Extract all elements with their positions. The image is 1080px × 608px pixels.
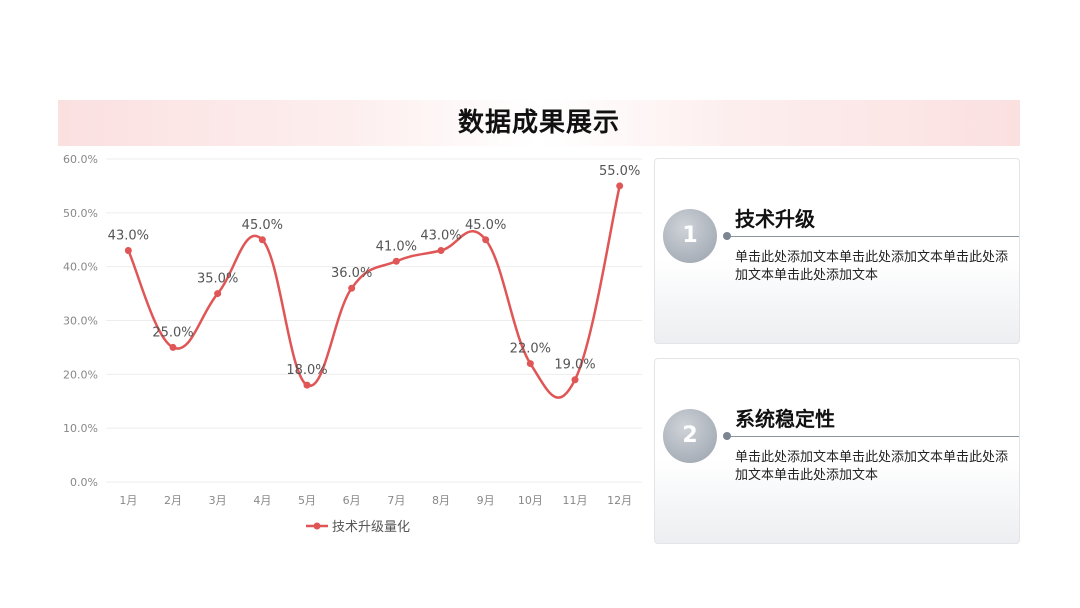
line-chart: 0.0% 10.0% 20.0% 30.0% 40.0% 50.0% 60.0% 1月 2月 3月…: [63, 153, 642, 535]
data-label: 25.0%: [152, 325, 193, 340]
x-tick-label: 8月: [432, 494, 450, 507]
divider-dot: [723, 232, 731, 240]
y-tick-label: 40.0%: [63, 261, 98, 274]
data-label: 43.0%: [108, 229, 149, 244]
y-tick-label: 10.0%: [63, 422, 98, 435]
legend-label: 技术升级量化: [332, 520, 410, 535]
legend-marker: [313, 522, 321, 530]
card-title: 技术升级: [735, 207, 815, 231]
x-tick-label: 6月: [343, 494, 361, 507]
data-point: [348, 284, 356, 292]
data-point: [437, 247, 445, 255]
divider-line: [727, 436, 1019, 437]
y-tick-label: 60.0%: [63, 153, 98, 166]
data-label: 36.0%: [331, 266, 372, 281]
x-tick-label: 5月: [298, 494, 316, 507]
x-tick-label: 12月: [607, 494, 632, 507]
x-tick-label: 10月: [518, 494, 543, 507]
data-label: 45.0%: [242, 218, 283, 233]
data-label: 41.0%: [376, 239, 417, 254]
y-tick-label: 50.0%: [63, 207, 98, 220]
data-point: [392, 257, 400, 265]
data-point: [258, 236, 266, 244]
data-point: [526, 360, 534, 368]
data-label: 19.0%: [554, 358, 595, 373]
y-tick-label: 0.0%: [70, 476, 98, 489]
data-label: 18.0%: [286, 363, 327, 378]
data-label: 35.0%: [197, 272, 238, 287]
data-point: [214, 290, 222, 298]
data-label: 22.0%: [510, 342, 551, 357]
data-label: 55.0%: [599, 164, 640, 179]
data-point: [124, 247, 132, 255]
data-label: 45.0%: [465, 218, 506, 233]
y-tick-label: 30.0%: [63, 315, 98, 328]
data-point: [616, 182, 624, 190]
data-label: 43.0%: [420, 229, 461, 244]
x-tick-label: 1月: [119, 494, 137, 507]
number-badge: 1: [663, 209, 717, 263]
x-tick-label: 3月: [209, 494, 227, 507]
number-badge: 2: [663, 409, 717, 463]
card-title: 系统稳定性: [735, 407, 835, 431]
y-tick-label: 20.0%: [63, 368, 98, 381]
title-banner: 数据成果展示: [58, 100, 1020, 146]
x-tick-label: 7月: [387, 494, 405, 507]
x-tick-label: 11月: [563, 494, 588, 507]
x-tick-label: 2月: [164, 494, 182, 507]
page-title: 数据成果展示: [457, 108, 620, 138]
data-point: [303, 381, 311, 389]
info-card-1: 1 技术升级 单击此处添加文本单击此处添加文本单击此处添加文本单击此处添加文本: [654, 158, 1020, 344]
x-tick-label: 9月: [477, 494, 495, 507]
data-point: [482, 236, 490, 244]
data-point: [571, 376, 579, 384]
data-point: [169, 343, 177, 351]
info-card-2: 2 系统稳定性 单击此处添加文本单击此处添加文本单击此处添加文本单击此处添加文本: [654, 358, 1020, 544]
card-text: 单击此处添加文本单击此处添加文本单击此处添加文本单击此处添加文本: [735, 250, 1009, 283]
card-text: 单击此处添加文本单击此处添加文本单击此处添加文本单击此处添加文本: [735, 450, 1009, 483]
divider-dot: [723, 432, 731, 440]
divider-line: [727, 236, 1019, 237]
series-line: [127, 185, 621, 399]
x-tick-label: 4月: [253, 494, 271, 507]
